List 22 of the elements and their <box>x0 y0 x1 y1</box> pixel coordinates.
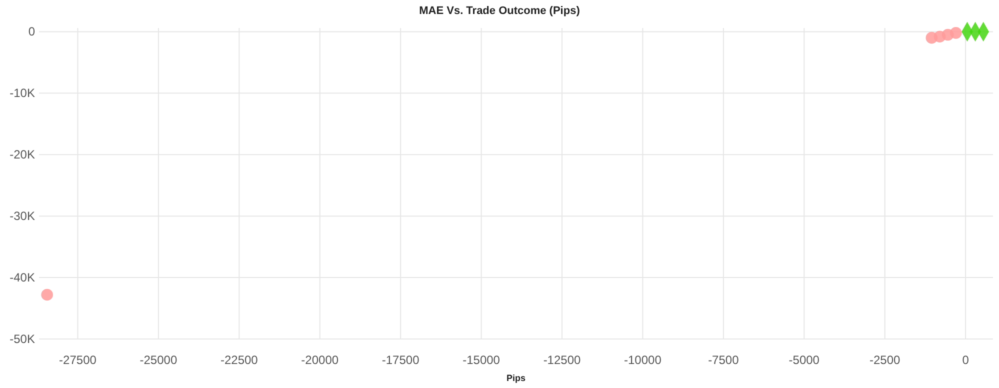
y-tick-label: 0 <box>28 24 36 39</box>
y-tick-label: -50K <box>10 332 35 346</box>
y-tick-label: -40K <box>10 270 35 285</box>
x-tick-label: -17500 <box>382 353 420 367</box>
point <box>950 27 962 39</box>
x-tick-label: -27500 <box>59 353 97 367</box>
x-tick-label: -15000 <box>462 353 500 367</box>
x-tick-label: -7500 <box>708 353 740 367</box>
x-axis-title: Pips <box>506 373 526 383</box>
chart-title: MAE Vs. Trade Outcome (Pips) <box>419 5 580 17</box>
x-tick-label: -22500 <box>220 353 258 367</box>
x-tick-label: -25000 <box>140 353 178 367</box>
x-tick-label: 0 <box>962 353 970 367</box>
x-tick-label: -12500 <box>543 353 582 367</box>
x-tick-label: -2500 <box>869 353 901 367</box>
x-tick-label: -5000 <box>788 353 820 367</box>
x-tick-label: -20000 <box>301 353 339 367</box>
point <box>41 288 53 301</box>
y-tick-label: -10K <box>10 86 35 100</box>
y-tick-label: -30K <box>10 209 35 224</box>
x-tick-label: -10000 <box>624 353 662 367</box>
y-tick-label: -20K <box>10 148 35 162</box>
